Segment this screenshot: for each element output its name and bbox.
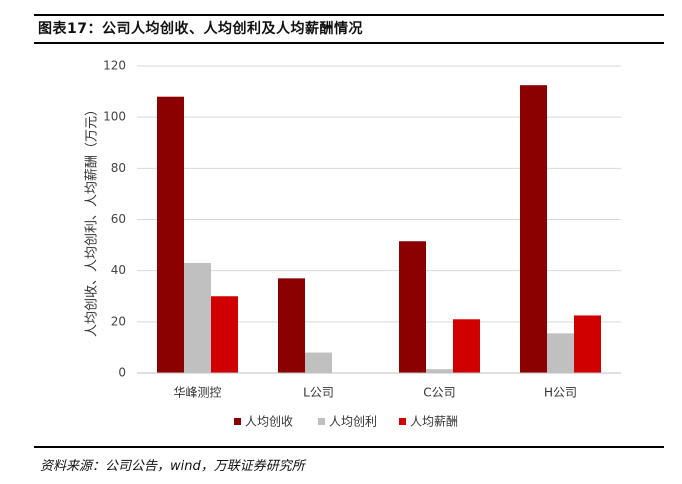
y-tick-label: 120 [103,59,126,73]
y-tick-label: 100 [103,110,126,124]
bar [426,369,453,373]
y-axis-label: 人均创收、人均创利、人均薪酬（万元） [85,103,100,337]
legend-swatch [234,418,241,425]
y-tick-label: 60 [111,212,126,226]
bar [453,319,480,373]
bar [211,296,238,373]
y-axis-ticks: 0 20 40 60 80 100 120 [103,59,126,380]
x-category-label: C公司 [423,386,455,400]
x-category-label: H公司 [544,386,577,400]
legend: 人均创收 人均创利 人均薪酬 [234,415,458,429]
legend-swatch [318,418,325,425]
x-category-label: L公司 [303,386,334,400]
figure-title: 图表17：公司人均创收、人均创利及人均薪酬情况 [38,21,363,37]
bar [157,96,184,373]
y-tick-label: 0 [118,366,126,380]
legend-label: 人均薪酬 [410,415,458,429]
bar [520,85,547,373]
legend-label: 人均创收 [245,415,293,429]
legend-label: 人均创利 [329,415,377,429]
x-category-label: 华峰测控 [173,386,221,400]
x-axis-categories: 华峰测控 L公司 C公司 H公司 [173,386,577,400]
bar [184,262,211,373]
y-tick-label: 40 [111,263,126,277]
bar [305,352,332,373]
y-tick-label: 80 [111,161,126,175]
source-top-rule [34,446,664,448]
bars [157,85,601,373]
source-note: 资料来源：公司公告，wind，万联证券研究所 [40,459,305,474]
bar [547,333,574,373]
bar [278,278,305,373]
legend-swatch [399,418,406,425]
bar [574,315,601,373]
bar [399,241,426,373]
title-top-rule [34,14,664,16]
title-bottom-rule [34,42,664,44]
y-tick-label: 20 [111,314,126,328]
